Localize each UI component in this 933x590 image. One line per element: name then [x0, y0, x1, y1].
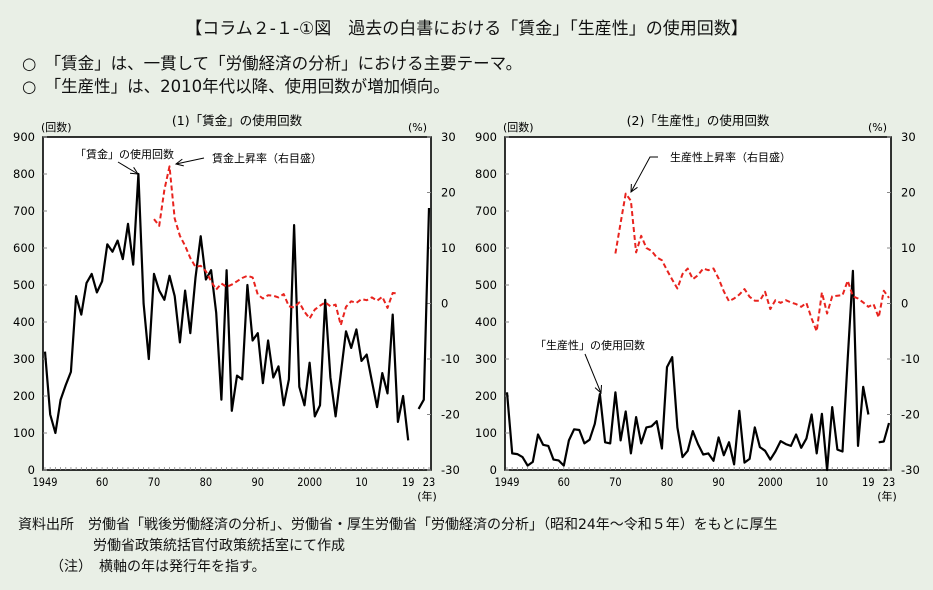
axis-note: （注） 横軸の年は発行年を指す。 [50, 559, 266, 575]
chart2-arrowhead [630, 183, 638, 194]
figure-title: 【コラム２-１-①図 過去の白書における「賃金」「生産性」の使用回数】 [185, 19, 748, 39]
chart2-annotation-arrow [630, 156, 658, 193]
chart1-right-tick-label: 30 [441, 130, 456, 144]
chart1-right-tick-label: -20 [441, 408, 460, 422]
chart2-x-tick-label: 80 [661, 475, 674, 489]
chart2-left-axis-label: (回数) [503, 121, 534, 134]
chart1-title: (1)「賃金」の使用回数 [172, 113, 303, 128]
chart2-count-line [505, 269, 891, 472]
bullet-point-wage: ○ 「賃金」は、一貫して「労働経済の分析」における主要テーマ。 [22, 54, 523, 73]
chart2-x-tick-label: 23 [883, 475, 895, 489]
chart1-annotation-arrow [117, 161, 139, 175]
chart2-left-tick-label: 100 [475, 426, 497, 440]
chart1-left-tick-label: 600 [13, 241, 35, 255]
chart1-x-tick-label: 90 [252, 475, 265, 489]
chart2-left-tick-label: 900 [475, 130, 497, 144]
chart2-right-tick-label: 0 [901, 297, 908, 311]
chart2-right-tick-label: 10 [901, 241, 916, 255]
chart1-x-tick-label: 1949 [33, 475, 58, 489]
chart2-annotation: 生産性上昇率（右目盛） [670, 150, 791, 164]
chart1-right-tick-label: 20 [441, 186, 456, 200]
chart2-annotation: 「生産性」の使用回数 [535, 338, 645, 352]
chart2-x-tick-label: 2000 [758, 475, 783, 489]
chart2-x-axis-label: (年) [877, 489, 897, 503]
chart1-left-tick-label: 800 [13, 167, 35, 181]
chart2-right-tick-label: 30 [901, 130, 916, 144]
chart1-right-tick-label: 10 [441, 241, 456, 255]
chart1-left-tick-label: 0 [28, 463, 35, 477]
chart2-title: (2)「生産性」の使用回数 [627, 113, 770, 128]
chart2-x-tick-label: 70 [609, 475, 622, 489]
chart2-left-tick-label: 0 [490, 463, 497, 477]
chart1-x-axis-label: (年) [417, 489, 437, 503]
chart2-left-tick-label: 200 [475, 389, 497, 403]
chart2-rate-line [614, 192, 890, 333]
chart1-x-tick-label: 60 [96, 475, 109, 489]
chart1-left-tick-label: 100 [13, 426, 35, 440]
chart2-left-tick-label: 800 [475, 167, 497, 181]
chart1-x-tick-label: 70 [148, 475, 161, 489]
chart1-count-line [43, 172, 431, 441]
chart2-annotation-arrow [584, 353, 602, 394]
chart2-plot-area [504, 136, 892, 471]
chart2-x-tick-label: 10 [816, 475, 829, 489]
chart1-x-tick-label: 19 [402, 475, 415, 489]
chart1-right-axis-label: (%) [408, 121, 427, 134]
chart2-arrowhead [594, 384, 602, 395]
chart2-left-tick-label: 500 [475, 278, 497, 292]
source-note: 資料出所 労働省「戦後労働経済の分析」、労働省・厚生労働省「労働経済の分析」（昭… [18, 515, 778, 578]
chart1-left-axis-label: (回数) [41, 121, 72, 134]
chart2-right-axis-label: (%) [868, 121, 887, 134]
chart2-left-tick-label: 700 [475, 204, 497, 218]
chart1-left-tick-label: 200 [13, 389, 35, 403]
chart1-annotation: 「賃金」の使用回数 [75, 147, 174, 161]
chart1-right-tick-label: -10 [441, 352, 460, 366]
chart2-x-tick-label: 1949 [495, 475, 520, 489]
chart1-annotation-arrow [175, 157, 205, 165]
chart1-left-tick-label: 900 [13, 130, 35, 144]
chart2-right-tick-label: -20 [901, 408, 920, 422]
chart1-x-tick-label: 2000 [297, 475, 322, 489]
chart1-right-tick-label: -30 [441, 463, 460, 477]
chart2-x-tick-label: 19 [862, 475, 875, 489]
source-line-1: 資料出所 労働省「戦後労働経済の分析」、労働省・厚生労働省「労働経済の分析」（昭… [18, 517, 778, 533]
chart1-plot-area [42, 136, 432, 471]
chart1-left-tick-label: 300 [13, 352, 35, 366]
chart2-right-tick-label: -30 [901, 463, 920, 477]
chart2-left-tick-label: 400 [475, 315, 497, 329]
chart1-x-tick-label: 23 [423, 475, 435, 489]
chart2-x-tick-label: 90 [712, 475, 725, 489]
chart1-right-tick-label: 0 [441, 297, 448, 311]
source-line-2: 労働省政策統括官付政策統括室にて作成 [93, 538, 345, 554]
chart1-left-tick-label: 700 [13, 204, 35, 218]
chart1-left-tick-label: 400 [13, 315, 35, 329]
chart2-left-tick-label: 600 [475, 241, 497, 255]
chart2-right-tick-label: 20 [901, 186, 916, 200]
chart1-left-tick-label: 500 [13, 278, 35, 292]
chart1-x-tick-label: 80 [200, 475, 213, 489]
chart1-rate-line [153, 165, 398, 327]
chart2-left-tick-label: 300 [475, 352, 497, 366]
chart1-x-tick-label: 10 [355, 475, 368, 489]
chart1-arrowhead [174, 158, 184, 167]
bullet-point-productivity: ○ 「生産性」は、2010年代以降、使用回数が増加傾向。 [22, 77, 450, 96]
chart1-annotation: 賃金上昇率（右目盛） [212, 151, 322, 165]
chart2-x-tick-label: 60 [558, 475, 571, 489]
chart1-arrowhead [129, 167, 139, 175]
chart2-right-tick-label: -10 [901, 352, 920, 366]
